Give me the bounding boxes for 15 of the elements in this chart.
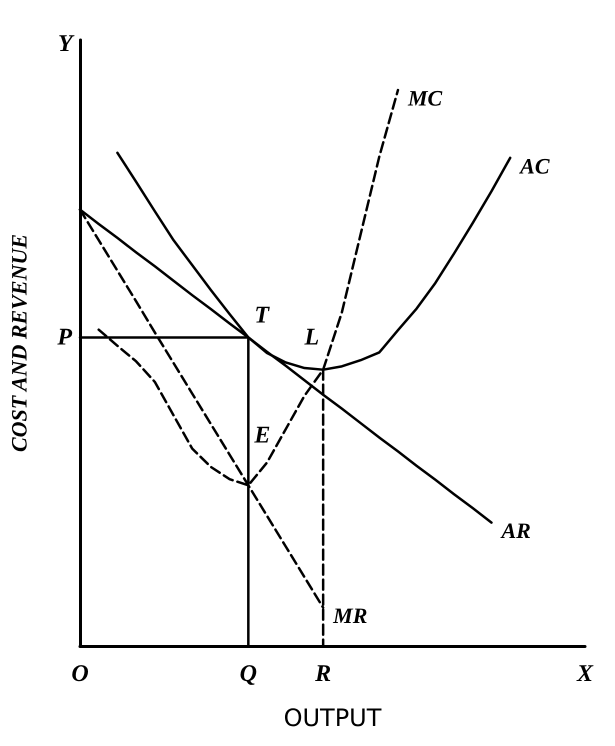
series-label: AR — [499, 518, 531, 544]
text: Y — [58, 31, 75, 57]
annotation: L — [303, 324, 320, 351]
x-axis-title: OUTPUT — [284, 704, 382, 732]
y-axis-title: COST AND REVENUE — [6, 234, 32, 452]
series-label: AC — [518, 153, 550, 178]
x-tick-label: R — [314, 661, 332, 687]
x-tick-label: X — [576, 661, 594, 687]
x-tick-label: O — [71, 661, 89, 687]
annotation: T — [254, 302, 270, 328]
series-label: MR — [332, 603, 368, 628]
series-label: MC — [406, 86, 443, 111]
annotation: P — [56, 324, 72, 350]
x-tick-label: Q — [240, 661, 258, 687]
annotation: E — [253, 422, 270, 448]
